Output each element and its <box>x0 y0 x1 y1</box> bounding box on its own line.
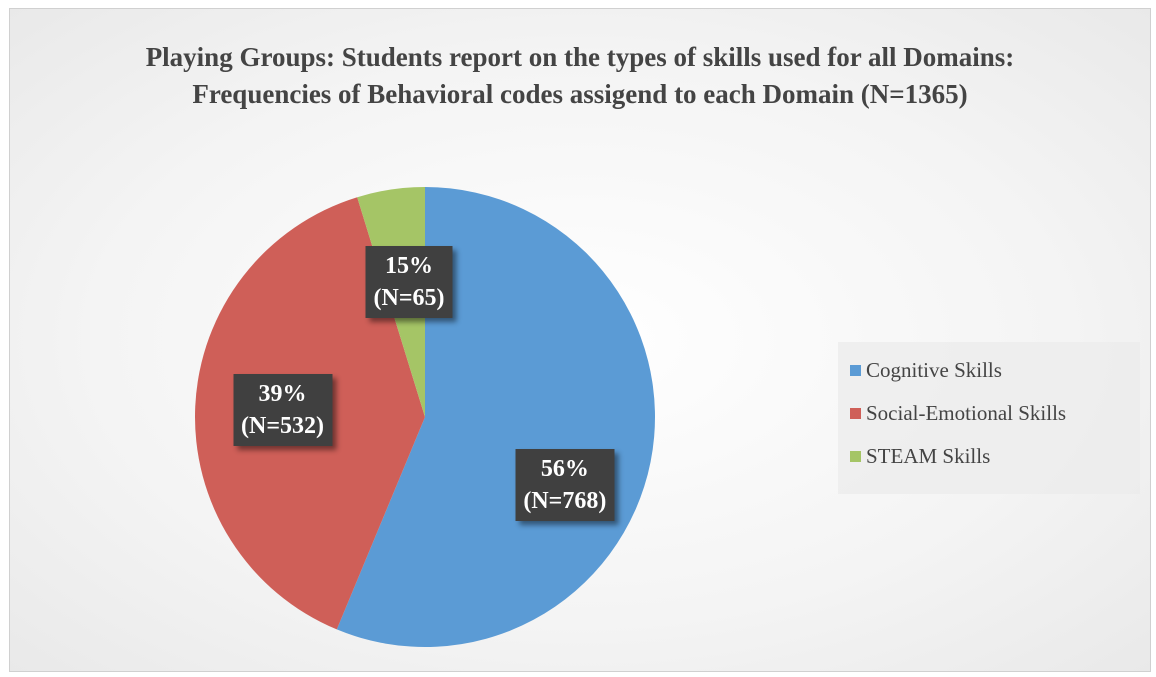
legend-item: Social-Emotional Skills <box>850 401 1066 426</box>
pie <box>195 187 656 648</box>
chart: Playing Groups: Students report on the t… <box>9 8 1151 672</box>
legend-label: Social-Emotional Skills <box>866 401 1067 425</box>
legend-label: Cognitive Skills <box>866 358 1002 382</box>
chart-title: Playing Groups: Students report on the t… <box>145 42 1015 109</box>
legend-swatch <box>850 408 861 419</box>
data-label: 39% (N=532) <box>233 374 333 447</box>
legend-swatch <box>850 365 861 376</box>
legend-swatch <box>850 451 861 462</box>
data-label: 56% (N=768) <box>515 448 615 521</box>
legend: Cognitive Skills Social-Emotional Skills S… <box>838 342 1140 494</box>
legend-label: STEAM Skills <box>866 444 991 468</box>
data-label: 15% (N=65) <box>365 246 453 318</box>
pie-slice <box>336 187 656 648</box>
legend-item: Cognitive Skills <box>850 358 1002 383</box>
legend-item: STEAM Skills <box>850 444 990 469</box>
